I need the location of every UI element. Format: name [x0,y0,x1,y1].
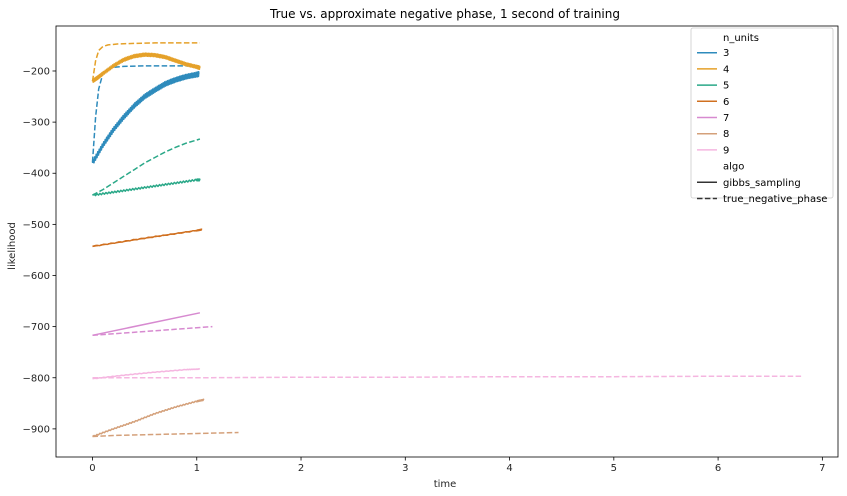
series-line-5-gibbs_sampling [92,178,201,197]
y-tick-label: −600 [23,271,50,282]
x-tick-label: 5 [611,463,617,474]
series-line-6-true_negative_phase [92,229,203,248]
legend-label: true_negative_phase [723,194,827,205]
x-tick-label: 7 [819,463,825,474]
x-tick-label: 2 [298,463,304,474]
legend-label: gibbs_sampling [723,178,801,189]
series-line-8-true_negative_phase [92,431,239,438]
series-line-9-true_negative_phase [92,375,802,379]
legend-label: 3 [723,48,729,59]
series-line-7-gibbs_sampling [92,312,201,337]
legend-label: 9 [723,145,729,156]
legend-box [690,27,834,199]
legend-label: 5 [723,81,729,92]
axes: 0 1 2 3 4 5 6 7 −900 −800 −700 −600 −500 −400 −300 −200 [23,25,839,474]
plot-area [91,42,802,438]
y-tick-label: −400 [23,169,50,180]
legend: n_units 3 4 5 6 7 8 9 algo gibbs_sampling true_neg… [690,27,834,205]
legend-label: 7 [723,113,729,124]
legend-label: 8 [723,129,729,140]
x-tick-label: 4 [506,463,512,474]
series-line-5-true_negative_phase [92,138,201,196]
legend-hue-title: n_units [723,33,759,44]
x-tick-label: 3 [402,463,408,474]
y-tick-label: −700 [23,322,50,333]
plot-frame [55,25,839,458]
legend-style-title: algo [723,162,744,173]
series-line-4-true_negative_phase [91,42,200,82]
series-line-7-true_negative_phase [92,325,213,337]
series-line-8-gibbs_sampling [92,398,205,438]
y-tick-label: −900 [23,424,50,435]
y-tick-label: −200 [23,66,50,77]
series-line-4-gibbs_sampling [91,52,201,83]
y-tick-label: −800 [23,373,50,384]
x-tick-label: 0 [89,463,95,474]
series-line-3-gibbs_sampling [91,71,200,164]
y-tick-label: −300 [23,118,50,129]
y-tick-label: −500 [23,220,50,231]
x-axis-label: time [434,479,457,490]
x-tick-label: 6 [715,463,721,474]
chart-title: True vs. approximate negative phase, 1 s… [269,7,620,21]
legend-label: 6 [723,97,729,108]
legend-label: 4 [723,64,729,75]
y-axis-label: likelihood [7,222,18,270]
series-line-9-gibbs_sampling [92,368,201,380]
x-tick-label: 1 [194,463,200,474]
